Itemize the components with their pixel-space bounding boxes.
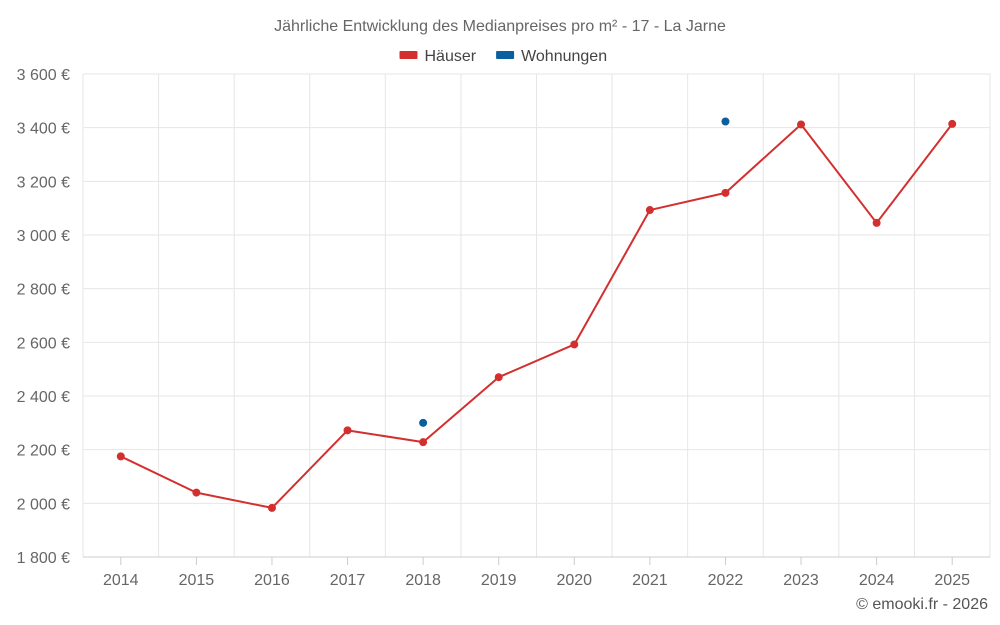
data-point[interactable]	[797, 120, 806, 129]
series-layer	[116, 117, 957, 512]
data-point[interactable]	[570, 340, 579, 349]
series-wohnungen	[419, 117, 730, 427]
series-h-user	[116, 119, 957, 512]
data-point[interactable]	[116, 452, 125, 461]
series-line-segment	[573, 209, 651, 345]
data-point[interactable]	[948, 119, 957, 128]
x-tick-label: 2018	[405, 572, 441, 589]
y-tick-label: 3 400 €	[17, 121, 70, 138]
series-line-segment	[800, 123, 878, 224]
y-tick-label: 2 600 €	[17, 335, 70, 352]
x-tick-label: 2017	[330, 572, 366, 589]
x-tick-label: 2016	[254, 572, 290, 589]
y-tick-label: 3 000 €	[17, 228, 70, 245]
data-point[interactable]	[721, 188, 730, 197]
legend: Häuser Wohnungen	[399, 48, 607, 65]
x-tick-label: 2014	[103, 572, 139, 589]
data-point[interactable]	[721, 117, 730, 126]
legend-label: Häuser	[425, 48, 477, 65]
series-line-segment	[120, 455, 197, 494]
x-tick-label: 2024	[859, 572, 895, 589]
x-axis: 2014 2015 2016 2017 2018 2019 2020 2021 2022 2023…	[83, 556, 990, 589]
series-line-segment	[724, 123, 802, 194]
legend-item[interactable]: Häuser	[399, 48, 477, 65]
y-tick-label: 2 800 €	[17, 282, 70, 299]
x-tick-label: 2020	[556, 572, 592, 589]
x-tick-label: 2015	[179, 572, 215, 589]
legend-swatch	[399, 51, 418, 59]
x-tick-label: 2023	[783, 572, 819, 589]
data-point[interactable]	[419, 418, 428, 427]
x-tick-label: 2019	[481, 572, 517, 589]
data-point[interactable]	[343, 426, 352, 435]
y-tick-label: 3 600 €	[17, 67, 70, 84]
series-line-segment	[422, 376, 500, 443]
series-line-segment	[875, 123, 954, 224]
y-axis: 1 800 € 2 000 € 2 200 € 2 400 € 2 600 € 2 800…	[17, 67, 70, 567]
data-point[interactable]	[645, 206, 654, 215]
y-tick-label: 2 200 €	[17, 443, 70, 460]
legend-label: Wohnungen	[521, 48, 607, 65]
series-line-segment	[498, 343, 575, 379]
data-point[interactable]	[494, 373, 503, 382]
y-tick-label: 3 200 €	[17, 174, 70, 191]
data-point[interactable]	[419, 438, 428, 447]
legend-item[interactable]: Wohnungen	[496, 48, 607, 65]
chart-title: Jährliche Entwicklung des Medianpreises …	[274, 18, 726, 35]
series-line-segment	[649, 191, 726, 212]
credit-text: © emooki.fr - 2026	[856, 596, 988, 613]
data-point[interactable]	[192, 488, 201, 497]
y-tick-label: 1 800 €	[17, 550, 70, 567]
series-line-segment	[347, 429, 424, 444]
data-point[interactable]	[872, 218, 881, 227]
y-tick-label: 2 400 €	[17, 389, 70, 406]
x-tick-label: 2025	[934, 572, 970, 589]
y-tick-label: 2 000 €	[17, 496, 70, 513]
data-point[interactable]	[267, 503, 276, 512]
x-tick-label: 2021	[632, 572, 668, 589]
grid	[82, 73, 991, 558]
series-line-segment	[271, 429, 349, 509]
legend-swatch	[496, 51, 515, 59]
x-tick-label: 2022	[708, 572, 744, 589]
series-line-segment	[196, 491, 273, 509]
